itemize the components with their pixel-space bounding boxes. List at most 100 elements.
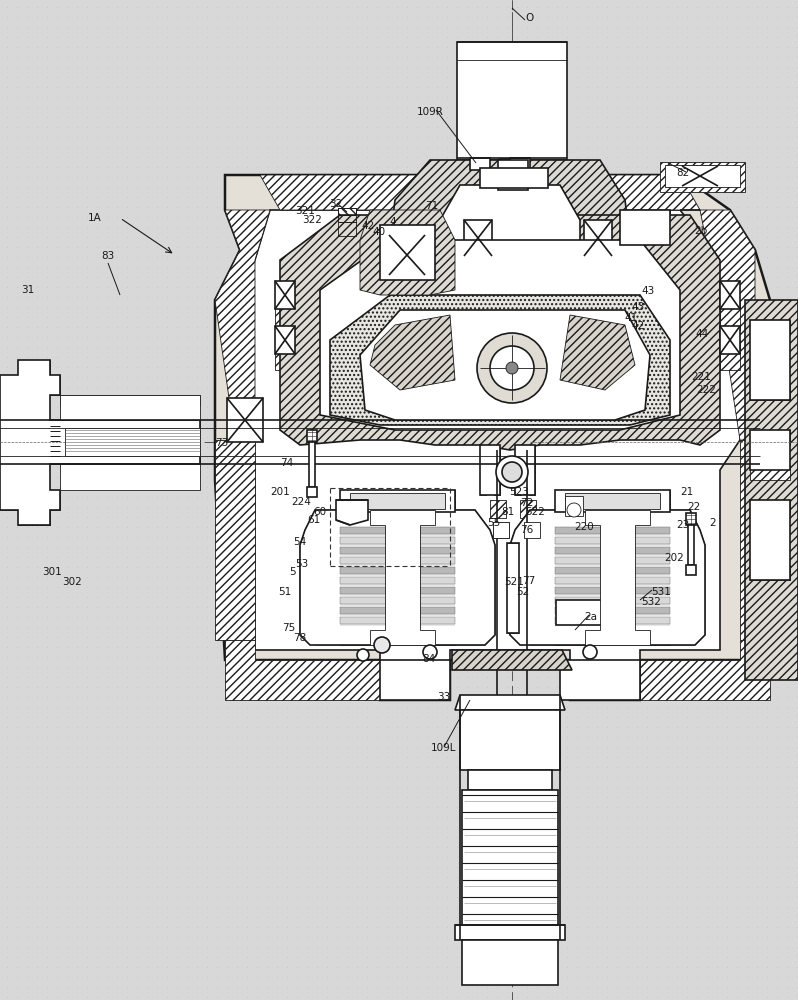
Point	[370, 969, 383, 985]
Point	[401, 29, 413, 45]
Point	[661, 809, 674, 825]
Point	[571, 649, 583, 665]
Point	[440, 369, 453, 385]
Point	[111, 429, 124, 445]
Point	[310, 429, 323, 445]
Point	[751, 929, 764, 945]
Point	[551, 209, 563, 225]
Point	[301, 939, 314, 955]
Point	[401, 9, 413, 25]
Point	[321, 899, 334, 915]
Point	[70, 209, 83, 225]
Point	[621, 929, 634, 945]
Point	[591, 359, 603, 375]
Point	[281, 879, 294, 895]
Point	[451, 429, 464, 445]
Point	[30, 349, 43, 365]
Point	[381, 149, 393, 165]
Point	[231, 49, 243, 65]
Point	[561, 639, 574, 655]
Point	[681, 929, 693, 945]
Point	[500, 769, 513, 785]
Point	[440, 349, 453, 365]
Point	[641, 759, 654, 775]
Point	[491, 509, 504, 525]
Point	[151, 839, 164, 855]
Point	[10, 749, 23, 765]
Point	[370, 709, 383, 725]
Point	[621, 159, 634, 175]
Point	[301, 199, 314, 215]
Point	[10, 369, 23, 385]
Point	[491, 459, 504, 475]
Point	[681, 39, 693, 55]
Point	[341, 579, 354, 595]
Point	[191, 329, 203, 345]
Point	[791, 669, 798, 685]
Point	[520, 429, 533, 445]
Point	[370, 889, 383, 905]
Point	[561, 579, 574, 595]
Point	[670, 809, 683, 825]
Point	[780, 739, 793, 755]
Point	[480, 289, 493, 305]
Point	[610, 259, 623, 275]
Point	[421, 849, 433, 865]
Point	[540, 139, 553, 155]
Point	[780, 719, 793, 735]
Point	[370, 939, 383, 955]
Point	[440, 299, 453, 315]
Point	[91, 819, 104, 835]
Point	[460, 49, 473, 65]
Point	[731, 769, 744, 785]
Point	[791, 249, 798, 265]
Point	[231, 529, 243, 545]
Point	[431, 529, 444, 545]
Point	[710, 339, 723, 355]
Point	[290, 839, 303, 855]
Point	[641, 259, 654, 275]
Point	[1, 399, 14, 415]
Point	[140, 139, 153, 155]
Point	[791, 889, 798, 905]
Point	[180, 419, 193, 435]
Point	[180, 779, 193, 795]
Point	[370, 869, 383, 885]
Point	[591, 839, 603, 855]
Point	[390, 949, 403, 965]
Point	[601, 129, 614, 145]
Point	[531, 309, 543, 325]
Point	[231, 179, 243, 195]
Point	[431, 429, 444, 445]
Point	[771, 939, 784, 955]
Point	[630, 519, 643, 535]
Point	[401, 509, 413, 525]
Point	[630, 929, 643, 945]
Point	[670, 629, 683, 645]
Point	[30, 949, 43, 965]
Point	[780, 369, 793, 385]
Point	[650, 469, 663, 485]
Point	[81, 579, 93, 595]
Point	[650, 219, 663, 235]
Point	[531, 149, 543, 165]
Point	[591, 259, 603, 275]
Point	[41, 139, 53, 155]
Point	[480, 0, 493, 15]
Point	[271, 489, 283, 505]
Point	[160, 579, 173, 595]
Point	[361, 349, 373, 365]
Point	[551, 679, 563, 695]
Point	[731, 859, 744, 875]
Point	[191, 229, 203, 245]
Point	[241, 859, 254, 875]
Point	[571, 689, 583, 705]
Point	[551, 469, 563, 485]
Point	[61, 869, 73, 885]
Point	[111, 349, 124, 365]
Point	[370, 319, 383, 335]
Point	[561, 499, 574, 515]
Point	[120, 989, 133, 1000]
Bar	[65, 428, 200, 456]
Point	[231, 639, 243, 655]
